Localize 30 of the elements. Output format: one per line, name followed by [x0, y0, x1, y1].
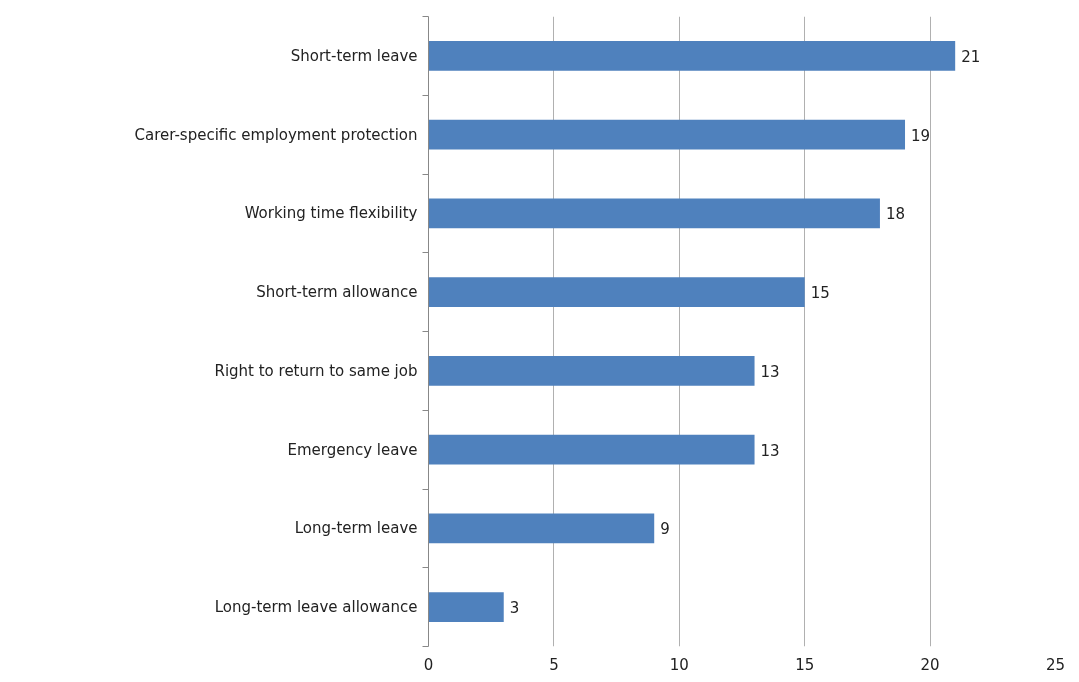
x-tick-label: 15 [795, 655, 815, 674]
y-tick-label: Working time flexibility [244, 204, 418, 223]
y-tick-label: Right to return to same job [214, 361, 418, 380]
bar [428, 119, 906, 150]
data-label: 3 [509, 599, 520, 618]
y-tick-label: Short-term leave [290, 46, 418, 65]
bar [428, 592, 504, 623]
data-label: 19 [911, 126, 931, 145]
data-label: 9 [660, 520, 670, 539]
y-tick-label: Long-term leave [294, 519, 418, 538]
y-tick-label: Long-term leave allowance [214, 598, 418, 617]
data-label: 21 [961, 47, 981, 66]
data-label: 13 [760, 362, 780, 381]
x-tick-label: 0 [423, 655, 434, 674]
data-label: 15 [810, 284, 830, 303]
y-tick-label: Emergency leave [287, 440, 418, 459]
bar [428, 355, 755, 386]
x-tick-label: 20 [920, 655, 940, 674]
x-tick-label: 10 [669, 655, 689, 674]
bar [428, 277, 805, 308]
data-label: 13 [760, 441, 780, 460]
x-tick-label: 25 [1045, 655, 1066, 674]
bar [428, 513, 655, 544]
y-tick-label: Carer-specific employment protection [134, 125, 418, 144]
bar [428, 434, 755, 465]
bar [428, 40, 956, 71]
bar [428, 198, 880, 229]
data-label: 18 [885, 205, 906, 224]
x-tick-label: 5 [549, 655, 559, 674]
y-tick-label: Short-term allowance [256, 283, 418, 302]
